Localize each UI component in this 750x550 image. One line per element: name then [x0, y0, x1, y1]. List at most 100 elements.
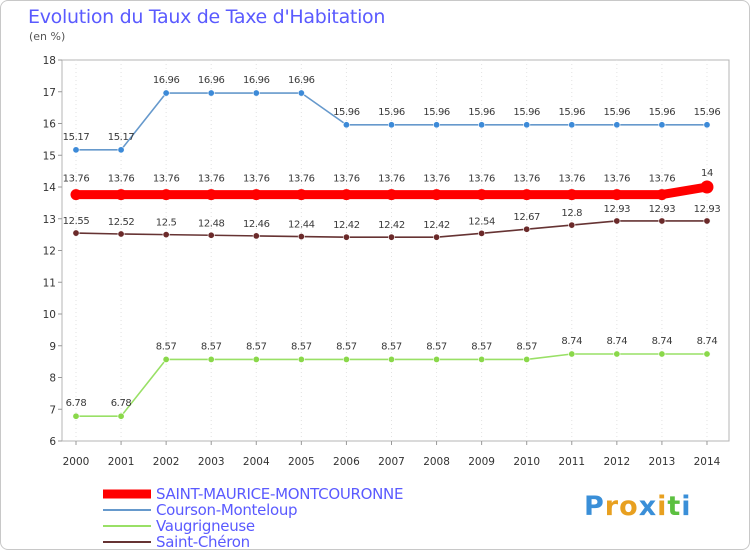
logo-letter: i	[681, 491, 692, 522]
data-point-vaugrigneuse	[252, 355, 260, 363]
data-label-courson-monteloup: 15.17	[63, 132, 90, 143]
data-point-courson-monteloup	[342, 121, 350, 129]
data-label-vaugrigneuse: 8.74	[697, 336, 718, 347]
data-point-vaugrigneuse	[117, 412, 125, 420]
data-point-vaugrigneuse	[72, 412, 80, 420]
data-point-vaugrigneuse	[478, 355, 486, 363]
data-point-saint-cheron	[658, 217, 666, 225]
series-layer	[70, 89, 714, 420]
x-tick-label: 2002	[153, 456, 180, 468]
data-label-courson-monteloup: 15.96	[558, 107, 585, 118]
y-tick-label: 16	[43, 119, 57, 131]
x-tick-label: 2006	[333, 456, 360, 468]
data-point-saint-cheron	[252, 232, 260, 240]
data-point-saint-cheron	[117, 230, 125, 238]
y-tick-label: 6	[49, 436, 56, 448]
data-point-courson-monteloup	[658, 121, 666, 129]
logo-letter: i	[657, 491, 668, 522]
data-point-vaugrigneuse	[523, 355, 531, 363]
x-tick-label: 2005	[288, 456, 315, 468]
data-point-courson-monteloup	[207, 89, 215, 97]
data-point-courson-monteloup	[613, 121, 621, 129]
data-label-saint-maurice-montcouronne: 13.76	[558, 174, 585, 185]
data-label-saint-maurice-montcouronne: 13.76	[378, 174, 405, 185]
data-label-courson-monteloup: 15.96	[604, 107, 631, 118]
x-axis-ticks: 2000 2001 2002 2003 2004 2005 2006 2007 2008 2009…	[63, 441, 721, 468]
data-label-courson-monteloup: 16.96	[153, 75, 180, 86]
data-point-saint-cheron	[568, 221, 576, 229]
data-point-saint-cheron	[207, 231, 215, 239]
y-tick-label: 8	[49, 373, 56, 385]
y-tick-label: 14	[43, 182, 57, 194]
data-label-vaugrigneuse: 8.57	[201, 341, 222, 352]
data-label-courson-monteloup: 15.96	[423, 107, 450, 118]
data-point-vaugrigneuse	[207, 355, 215, 363]
data-label-saint-cheron: 12.42	[333, 220, 360, 231]
data-label-courson-monteloup: 15.96	[468, 107, 495, 118]
data-label-courson-monteloup: 16.96	[198, 75, 225, 86]
data-label-saint-maurice-montcouronne: 13.76	[108, 174, 135, 185]
y-tick-label: 13	[43, 214, 56, 226]
data-label-saint-maurice-montcouronne: 13.76	[288, 174, 315, 185]
y-tick-label: 15	[43, 150, 56, 162]
data-point-saint-maurice-montcouronne	[160, 189, 172, 201]
data-label-saint-cheron: 12.5	[156, 218, 177, 229]
data-point-saint-cheron	[297, 233, 305, 241]
data-label-courson-monteloup: 16.96	[288, 75, 315, 86]
x-tick-label: 2003	[198, 456, 225, 468]
data-label-courson-monteloup: 15.17	[108, 132, 135, 143]
data-label-vaugrigneuse: 8.74	[652, 336, 673, 347]
legend-label-saint-cheron: Saint-Chéron	[156, 533, 250, 549]
data-point-saint-maurice-montcouronne	[566, 189, 578, 201]
data-label-saint-cheron: 12.42	[423, 220, 450, 231]
data-label-saint-maurice-montcouronne: 13.76	[513, 174, 540, 185]
data-point-courson-monteloup	[387, 121, 395, 129]
data-label-saint-maurice-montcouronne: 13.76	[604, 174, 631, 185]
data-label-vaugrigneuse: 6.78	[111, 398, 132, 409]
data-label-vaugrigneuse: 8.74	[607, 336, 628, 347]
data-point-vaugrigneuse	[568, 350, 576, 358]
data-label-saint-cheron: 12.44	[288, 220, 315, 231]
data-point-saint-maurice-montcouronne	[431, 189, 443, 201]
legend: SAINT-MAURICE-MONTCOURONNECourson-Montel…	[103, 485, 403, 549]
data-point-vaugrigneuse	[703, 350, 711, 358]
data-label-vaugrigneuse: 8.57	[516, 341, 537, 352]
data-point-courson-monteloup	[478, 121, 486, 129]
data-point-vaugrigneuse	[387, 355, 395, 363]
data-label-courson-monteloup: 15.96	[513, 107, 540, 118]
data-point-saint-cheron	[523, 225, 531, 233]
data-point-saint-cheron	[342, 233, 350, 241]
x-tick-label: 2011	[558, 456, 585, 468]
data-point-saint-cheron	[433, 233, 441, 241]
data-point-saint-maurice-montcouronne	[656, 189, 668, 201]
data-label-saint-cheron: 12.93	[649, 204, 676, 215]
data-point-courson-monteloup	[72, 146, 80, 154]
x-tick-label: 2008	[423, 456, 450, 468]
data-point-courson-monteloup	[523, 121, 531, 129]
data-point-vaugrigneuse	[342, 355, 350, 363]
data-label-saint-cheron: 12.93	[604, 204, 631, 215]
y-tick-label: 7	[49, 404, 56, 416]
data-label-saint-maurice-montcouronne: 13.76	[333, 174, 360, 185]
data-point-saint-maurice-montcouronne	[611, 189, 623, 201]
data-point-saint-maurice-montcouronne	[250, 189, 262, 201]
data-label-vaugrigneuse: 8.74	[561, 336, 582, 347]
data-point-courson-monteloup	[162, 89, 170, 97]
data-label-saint-maurice-montcouronne: 14	[701, 168, 713, 179]
data-label-saint-maurice-montcouronne: 13.76	[468, 174, 495, 185]
data-point-saint-maurice-montcouronne	[115, 189, 127, 201]
data-point-vaugrigneuse	[658, 350, 666, 358]
legend-label-saint-maurice-montcouronne: SAINT-MAURICE-MONTCOURONNE	[156, 485, 403, 503]
data-point-courson-monteloup	[117, 146, 125, 154]
x-tick-label: 2014	[694, 456, 721, 468]
data-point-courson-monteloup	[703, 121, 711, 129]
x-tick-label: 2004	[243, 456, 270, 468]
data-label-vaugrigneuse: 8.57	[291, 341, 312, 352]
data-point-saint-cheron	[162, 231, 170, 239]
data-label-vaugrigneuse: 8.57	[156, 341, 177, 352]
data-label-courson-monteloup: 15.96	[378, 107, 405, 118]
data-point-saint-cheron	[703, 217, 711, 225]
logo-letter: o	[619, 491, 639, 522]
data-label-vaugrigneuse: 8.57	[471, 341, 492, 352]
